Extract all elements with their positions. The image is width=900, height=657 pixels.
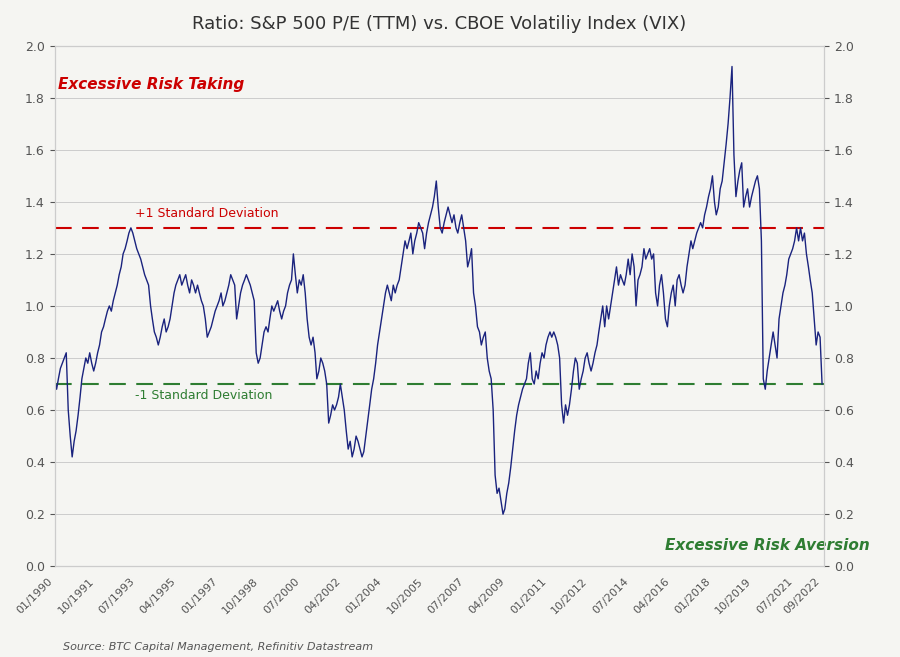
Text: Excessive Risk Taking: Excessive Risk Taking (58, 77, 245, 92)
Title: Ratio: S&P 500 P/E (TTM) vs. CBOE Volatiliy Index (VIX): Ratio: S&P 500 P/E (TTM) vs. CBOE Volati… (193, 15, 687, 33)
Text: Excessive Risk Aversion: Excessive Risk Aversion (665, 538, 870, 553)
Text: Source: BTC Capital Management, Refinitiv Datastream: Source: BTC Capital Management, Refiniti… (63, 643, 374, 652)
Text: -1 Standard Deviation: -1 Standard Deviation (135, 389, 272, 402)
Text: +1 Standard Deviation: +1 Standard Deviation (135, 207, 278, 220)
